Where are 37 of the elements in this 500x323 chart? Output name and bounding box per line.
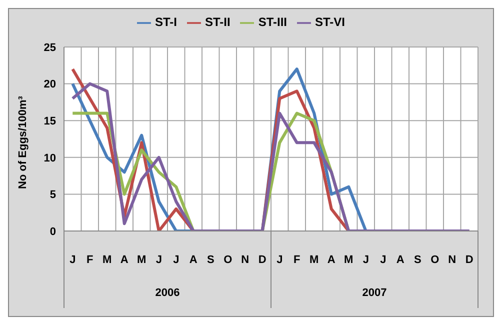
x-tick-label: J <box>276 254 283 266</box>
x-tick-label: J <box>173 254 180 266</box>
x-tick-label: D <box>465 254 474 266</box>
y-axis-title: No of Eggs/100m³ <box>16 96 29 189</box>
x-tick-label: D <box>258 254 266 266</box>
text: 2006 <box>155 287 180 299</box>
x-tick-label: A <box>327 254 336 266</box>
text: 2007 <box>362 287 387 299</box>
legend-label: ST-I <box>154 15 177 29</box>
x-tick-label: M <box>344 254 354 266</box>
x-tick-label: A <box>189 254 198 266</box>
x-tick-label: J <box>380 254 386 266</box>
x-tick-label: J <box>156 254 162 266</box>
x-tick-label: N <box>448 254 456 266</box>
x-tick-label: O <box>430 254 440 266</box>
y-tick-label: 15 <box>44 116 56 128</box>
x-tick-label: N <box>241 254 250 266</box>
x-tick-label: M <box>137 254 146 266</box>
legend-label: ST-III <box>258 15 287 29</box>
y-tick-label: 20 <box>44 78 56 91</box>
x-tick-label: S <box>414 254 422 266</box>
x-tick-label: O <box>224 254 233 266</box>
x-tick-label: M <box>102 254 112 266</box>
x-tick-label: J <box>362 254 369 266</box>
x-tick-label: F <box>294 254 301 266</box>
x-tick-label: J <box>70 254 76 266</box>
y-tick-label: 25 <box>44 42 56 54</box>
y-tick-label: 5 <box>50 189 56 202</box>
x-tick-label: S <box>206 254 214 266</box>
legend-label: ST-II <box>204 15 230 29</box>
x-tick-label: A <box>396 254 404 266</box>
y-tick-label: 0 <box>50 226 56 238</box>
x-tick-label: M <box>310 254 319 266</box>
legend-label: ST-VI <box>315 15 346 29</box>
y-tick-label: 10 <box>44 152 56 164</box>
x-tick-label: F <box>86 254 94 266</box>
x-tick-label: A <box>120 254 128 266</box>
